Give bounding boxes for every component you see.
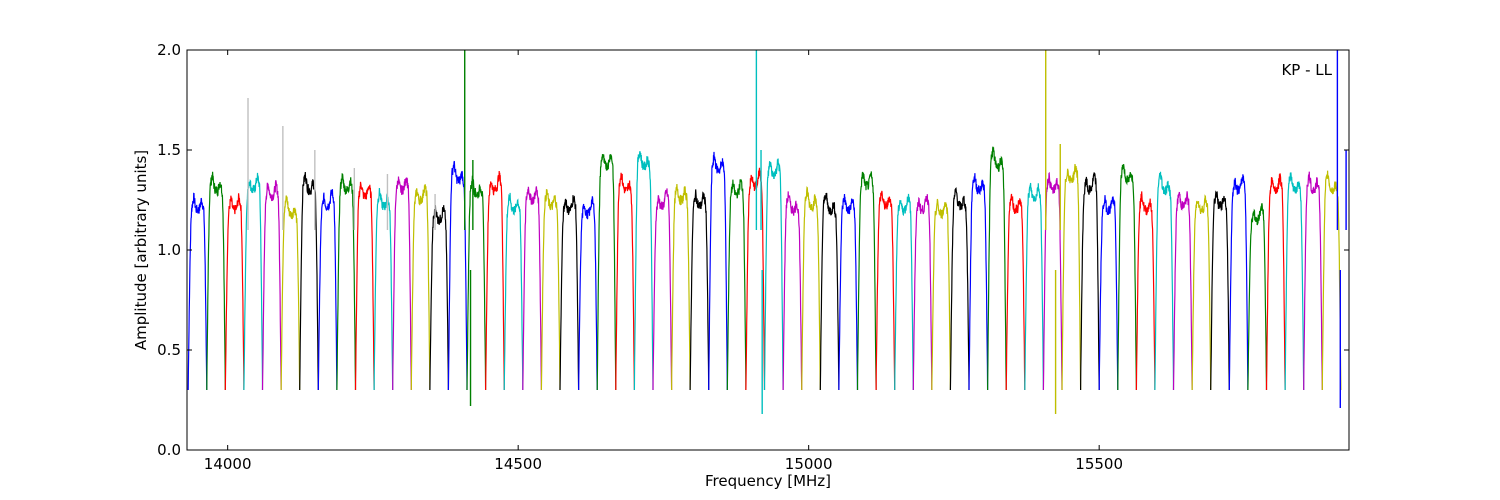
- series-line: [819, 192, 840, 391]
- series-line: [1135, 191, 1156, 391]
- series-line: [392, 176, 412, 391]
- series-line: [1061, 164, 1082, 391]
- series-line: [763, 158, 784, 391]
- x-tick-label: 14500: [494, 455, 542, 473]
- series-line: [1117, 164, 1137, 391]
- series-line: [1154, 171, 1175, 391]
- series-line: [187, 192, 208, 391]
- series-line: [466, 175, 487, 391]
- series-line: [280, 195, 301, 391]
- series-line: [615, 172, 635, 391]
- series-line: [671, 183, 691, 391]
- series-line: [1024, 182, 1044, 391]
- series-line: [522, 186, 542, 391]
- series-line: [1210, 190, 1230, 391]
- series-line: [559, 195, 580, 391]
- series-line: [503, 192, 524, 391]
- chart-annotation: KP - LL: [1281, 61, 1332, 79]
- x-tick-label: 14000: [204, 455, 252, 473]
- series-line: [1172, 191, 1193, 391]
- y-tick-label: 0.5: [157, 341, 181, 359]
- series-line: [875, 190, 896, 391]
- series-line: [1191, 194, 1212, 391]
- series-line: [689, 189, 710, 391]
- series-line: [1284, 172, 1305, 391]
- series-line: [931, 198, 952, 391]
- series-line: [317, 189, 338, 391]
- series-line: [838, 193, 859, 391]
- series-line: [206, 171, 226, 391]
- series-line: [1005, 193, 1026, 391]
- series-line: [1042, 171, 1063, 391]
- series-line: [354, 181, 375, 391]
- plot-background: [187, 50, 1349, 450]
- series-line: [336, 173, 357, 391]
- series-line: [1265, 173, 1286, 391]
- series-line: [726, 179, 747, 391]
- y-tick-label: 2.0: [157, 41, 181, 59]
- series-line: [261, 180, 282, 391]
- series-line: [652, 188, 673, 391]
- ticks-layer: 14000 14500 15000 15500 0.0 0.5 1.0 1.5 2.0: [157, 41, 1349, 473]
- series-line: [1228, 174, 1249, 391]
- series-line: [1080, 171, 1100, 391]
- series-line: [429, 205, 449, 391]
- series-line: [782, 191, 803, 391]
- y-tick-label: 1.0: [157, 241, 181, 259]
- series-line: [540, 189, 561, 391]
- series-line: [912, 194, 933, 391]
- series-line: [708, 151, 728, 391]
- y-axis-label: Amplitude [arbitrary units]: [132, 150, 150, 350]
- y-tick-label: 1.5: [157, 141, 181, 159]
- series-line: [243, 172, 264, 391]
- series-line: [447, 160, 468, 391]
- series-layer: [187, 50, 1347, 414]
- x-tick-label: 15500: [1075, 455, 1123, 473]
- series-line: [1303, 171, 1323, 391]
- series-line: [373, 187, 394, 391]
- series-line: [1247, 203, 1268, 391]
- series-line: [596, 154, 617, 391]
- series-line: [485, 170, 505, 391]
- series-line: [801, 186, 821, 391]
- x-axis-label: Frequency [MHz]: [705, 472, 831, 490]
- x-tick-label: 15000: [785, 455, 833, 473]
- series-line: [410, 184, 431, 391]
- series-line: [224, 193, 245, 391]
- series-line: [633, 151, 654, 391]
- series-line: [987, 146, 1007, 391]
- series-line: [856, 171, 877, 391]
- series-line: [949, 187, 970, 391]
- series-line: [578, 196, 598, 391]
- series-line: [968, 173, 989, 391]
- series-line: [1098, 195, 1119, 391]
- y-tick-label: 0.0: [157, 441, 181, 459]
- series-line: [894, 193, 914, 391]
